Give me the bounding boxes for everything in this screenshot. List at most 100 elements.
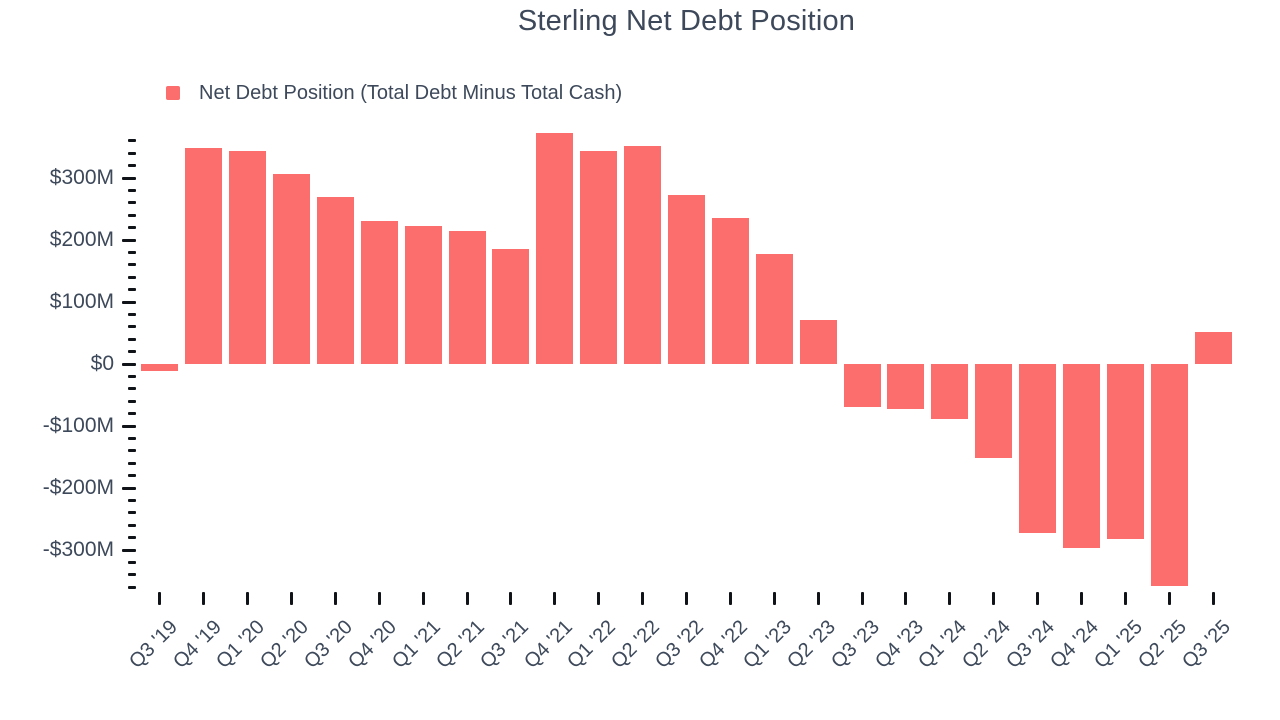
x-axis-label: Q2 '21 [431, 616, 489, 673]
x-axis-label: Q2 '25 [1133, 616, 1191, 673]
bar[interactable] [448, 231, 486, 364]
bar[interactable] [229, 150, 267, 364]
x-axis-label: Q3 '20 [300, 616, 358, 673]
x-axis-label: Q2 '22 [607, 616, 665, 673]
y-tick-minor [128, 536, 136, 540]
bar[interactable] [975, 364, 1013, 459]
y-tick-major [122, 362, 136, 366]
y-tick-minor [128, 263, 136, 267]
y-tick-minor [128, 151, 136, 155]
x-tick [1123, 592, 1127, 605]
bar[interactable] [185, 147, 223, 364]
y-tick-minor [128, 350, 136, 354]
bar[interactable] [668, 195, 705, 364]
bar[interactable] [404, 226, 442, 364]
y-tick-label: $100M [49, 290, 114, 313]
bar[interactable] [799, 319, 837, 364]
y-tick-major [122, 300, 136, 304]
bar[interactable] [316, 197, 354, 364]
x-axis-label: Q4 '19 [168, 616, 226, 673]
x-tick [1167, 592, 1171, 605]
bar[interactable] [1106, 364, 1144, 540]
y-tick-label: -$100M [42, 414, 114, 437]
y-tick-label: $0 [90, 352, 114, 375]
bar[interactable] [711, 218, 749, 364]
x-tick [597, 592, 601, 605]
bar[interactable] [755, 253, 793, 364]
x-tick [1079, 592, 1083, 605]
y-tick-minor [128, 164, 136, 168]
y-tick-minor [128, 474, 136, 478]
y-tick-minor [128, 573, 136, 577]
x-axis-label: Q2 '24 [958, 616, 1016, 673]
x-axis-label: Q1 '21 [388, 616, 445, 673]
x-axis-label: Q3 '25 [1177, 616, 1235, 673]
y-tick-minor [128, 139, 136, 143]
legend-item[interactable]: Net Debt Position (Total Debt Minus Tota… [166, 79, 622, 107]
x-tick [333, 592, 337, 605]
x-tick [860, 592, 864, 605]
x-axis-label: Q1 '25 [1090, 616, 1147, 673]
y-tick-major [122, 238, 136, 242]
x-axis-label: Q1 '23 [739, 616, 796, 673]
y-tick-minor [128, 188, 136, 192]
bar[interactable] [887, 364, 925, 410]
bar[interactable] [273, 173, 311, 364]
y-tick-major [122, 486, 136, 490]
bar[interactable] [1194, 331, 1232, 364]
y-tick-minor [128, 498, 136, 502]
x-tick [377, 592, 381, 605]
y-tick-minor [128, 399, 136, 403]
y-tick-minor [128, 511, 136, 515]
y-tick-minor [128, 374, 136, 378]
x-axis-label: Q1 '20 [212, 616, 270, 673]
x-axis-label: Q4 '24 [1046, 616, 1103, 673]
x-axis-label: Q3 '23 [826, 616, 884, 673]
y-tick-minor [128, 560, 136, 564]
x-tick [553, 592, 557, 605]
x-tick [728, 592, 732, 605]
x-axis-label: Q2 '20 [256, 616, 314, 673]
bar[interactable] [1150, 364, 1188, 586]
x-tick [948, 592, 952, 605]
x-axis-label: Q4 '22 [695, 616, 752, 673]
bar[interactable] [141, 364, 179, 372]
x-tick [1036, 592, 1040, 605]
y-tick-minor [128, 523, 136, 527]
y-tick-minor [128, 337, 136, 341]
y-tick-minor [128, 412, 136, 416]
y-tick-minor [128, 461, 136, 465]
y-tick-minor [128, 201, 136, 205]
x-tick [509, 592, 513, 605]
y-tick-minor [128, 226, 136, 230]
x-axis-label: Q2 '23 [782, 616, 840, 673]
bar[interactable] [580, 151, 618, 364]
x-tick [641, 592, 645, 605]
x-tick [992, 592, 996, 605]
bar[interactable] [843, 364, 881, 408]
y-tick-major [122, 548, 136, 552]
bar[interactable] [360, 220, 398, 364]
bar[interactable] [536, 133, 574, 364]
x-axis-label: Q3 '24 [1002, 616, 1060, 673]
x-axis-label: Q4 '23 [870, 616, 928, 673]
y-tick-minor [128, 250, 136, 254]
bar[interactable] [931, 364, 969, 420]
x-tick [772, 592, 776, 605]
x-axis-label: Q4 '20 [344, 616, 401, 673]
x-axis-label: Q1 '22 [563, 616, 621, 673]
x-tick [421, 592, 425, 605]
bar[interactable] [1062, 364, 1100, 548]
bar[interactable] [1019, 364, 1057, 533]
bar[interactable] [624, 146, 662, 364]
y-tick-minor [128, 325, 136, 329]
x-tick [1211, 592, 1215, 605]
x-tick [816, 592, 820, 605]
bar[interactable] [492, 249, 530, 364]
y-tick-label: -$300M [42, 538, 114, 561]
x-tick [685, 592, 688, 605]
y-tick-minor [128, 585, 136, 589]
x-tick [158, 592, 162, 605]
